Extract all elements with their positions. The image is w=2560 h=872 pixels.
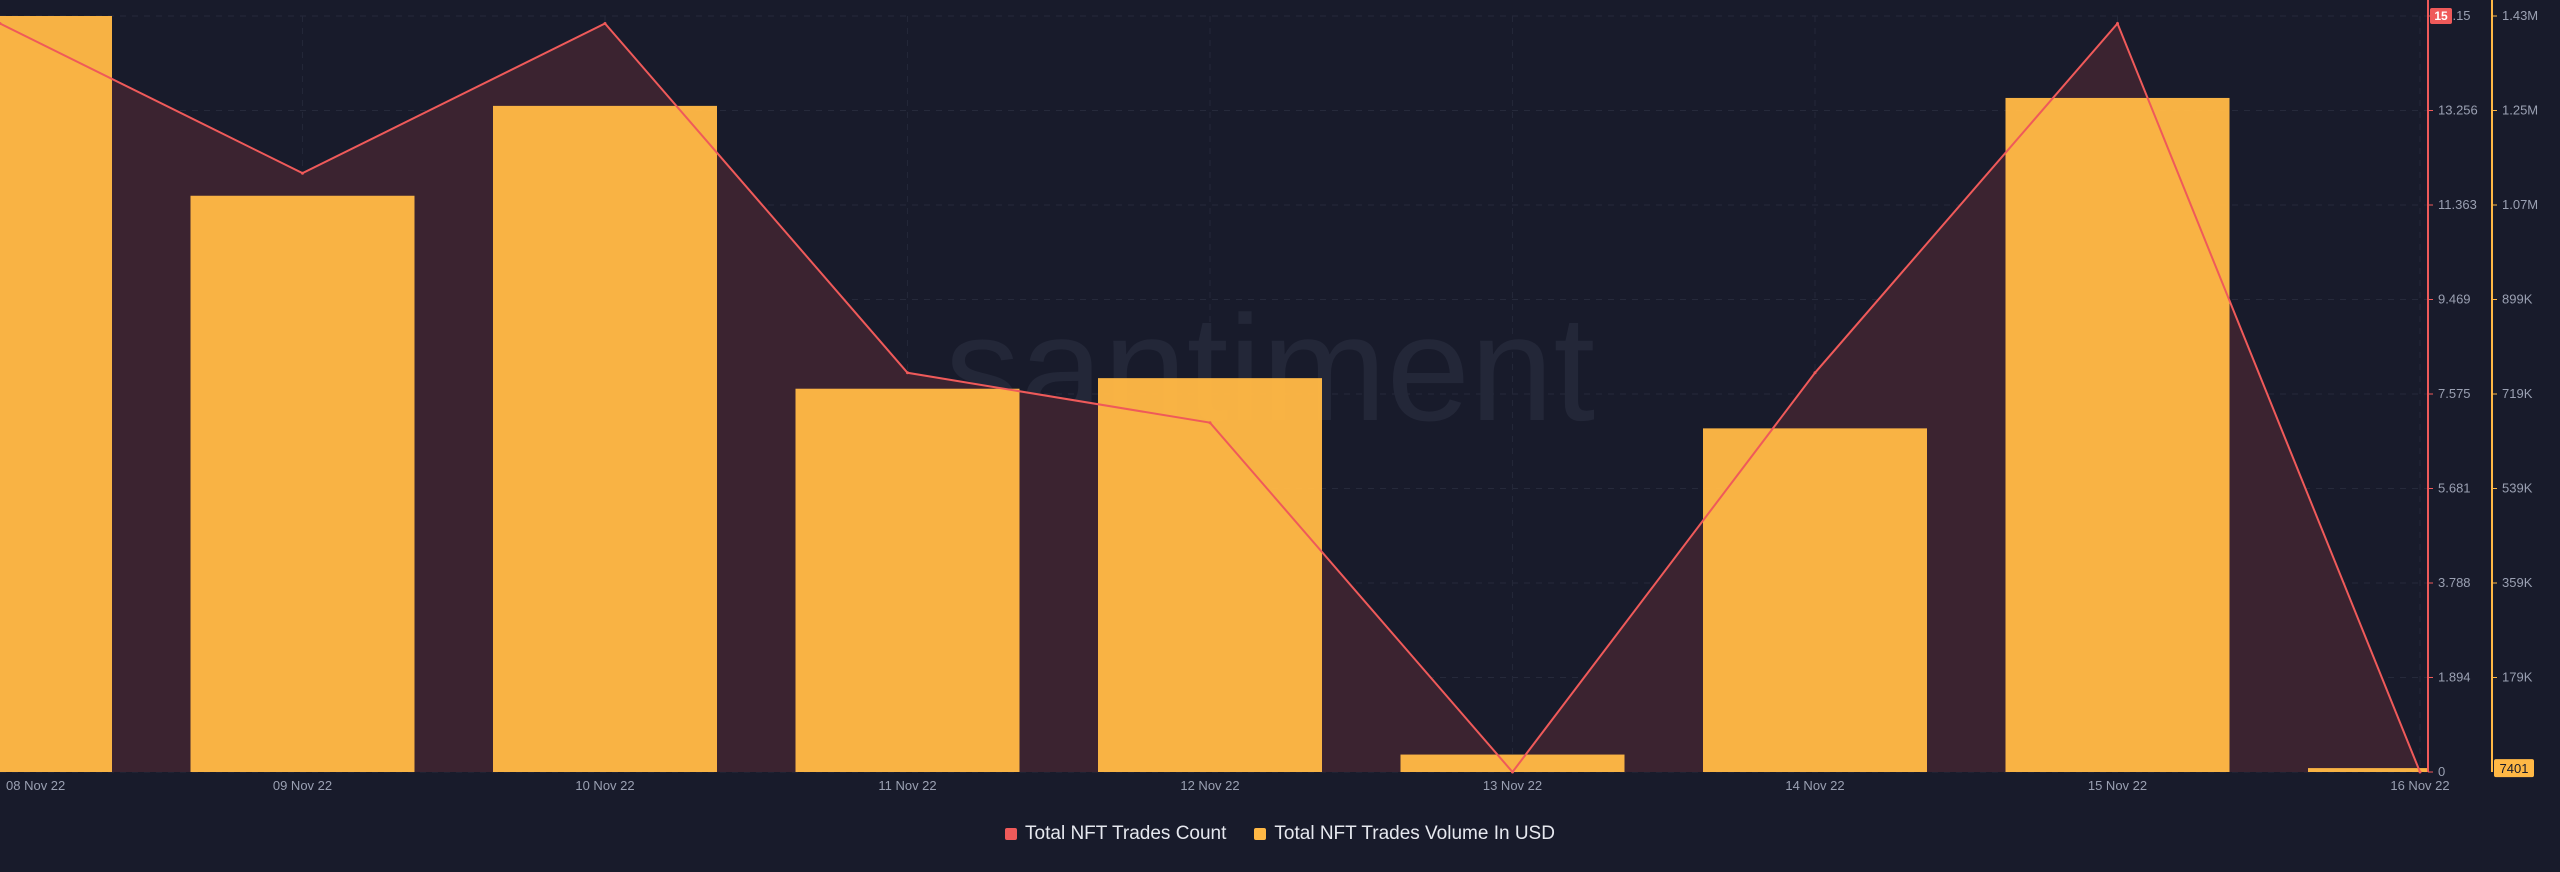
volume-bar bbox=[2005, 97, 2230, 773]
x-tick-label: 11 Nov 22 bbox=[878, 778, 936, 793]
count-axis-label: 0 bbox=[2438, 764, 2445, 779]
x-tick-label: 09 Nov 22 bbox=[273, 778, 332, 793]
count-axis-label: 5.681 bbox=[2438, 481, 2471, 496]
volume-value-badge bbox=[2494, 759, 2534, 778]
legend-label-count: Total NFT Trades Count bbox=[1025, 823, 1227, 844]
legend-item-volume[interactable]: Total NFT Trades Volume In USD bbox=[1254, 823, 1555, 845]
count-point bbox=[2418, 770, 2422, 774]
volume-axis-label: 1.07M bbox=[2502, 197, 2538, 212]
x-tick-label: 10 Nov 22 bbox=[575, 778, 634, 793]
legend: Total NFT Trades Count Total NFT Trades … bbox=[0, 818, 2560, 850]
volume-axis-label: 359K bbox=[2502, 575, 2533, 590]
count-point bbox=[603, 21, 607, 25]
count-axis-label: 1.894 bbox=[2438, 670, 2471, 685]
y-axes: 0 1.894 3.788 5.681 7.575 9.469 11.363 13.256 15… bbox=[2427, 0, 2538, 779]
volume-value-badge-text: 7401 bbox=[2500, 761, 2529, 776]
count-axis-label: 13.256 bbox=[2438, 103, 2478, 118]
x-axis-ticks: 08 Nov 22 09 Nov 22 10 Nov 22 11 Nov 22 12 N… bbox=[6, 778, 2450, 793]
count-value-badge-text: 15 bbox=[2434, 9, 2448, 23]
x-tick-label: 16 Nov 22 bbox=[2390, 778, 2449, 793]
volume-bar bbox=[1098, 378, 1322, 772]
volume-axis-label: 899K bbox=[2502, 292, 2533, 307]
legend-label-volume: Total NFT Trades Volume In USD bbox=[1274, 823, 1555, 844]
volume-bar bbox=[2308, 768, 2428, 772]
volume-bar bbox=[0, 16, 112, 772]
volume-bars bbox=[0, 16, 2428, 773]
count-point bbox=[906, 371, 909, 375]
x-tick-label: 14 Nov 22 bbox=[1785, 778, 1844, 793]
count-point bbox=[1813, 371, 1817, 375]
volume-axis-label: 179K bbox=[2502, 670, 2533, 685]
count-line bbox=[0, 21, 2422, 774]
count-axis-label: 3.788 bbox=[2438, 575, 2471, 590]
volume-axis-label: 1.25M bbox=[2502, 103, 2538, 118]
volume-bar bbox=[190, 195, 415, 773]
legend-item-count[interactable]: Total NFT Trades Count bbox=[1005, 823, 1226, 845]
count-point bbox=[301, 171, 304, 175]
count-point bbox=[1208, 421, 1212, 425]
x-tick-label: 08 Nov 22 bbox=[6, 778, 65, 793]
volume-bar bbox=[493, 105, 717, 772]
count-axis-label: 7.575 bbox=[2438, 386, 2471, 401]
volume-axis-label: 719K bbox=[2502, 386, 2533, 401]
volume-bar bbox=[795, 388, 1020, 772]
count-point bbox=[0, 21, 2, 25]
x-tick-label: 15 Nov 22 bbox=[2088, 778, 2147, 793]
count-axis-label: 9.469 bbox=[2438, 292, 2471, 307]
volume-bar bbox=[1400, 754, 1625, 772]
count-axis-label: 11.363 bbox=[2438, 197, 2477, 212]
count-point bbox=[2116, 21, 2119, 25]
legend-swatch-volume bbox=[1254, 828, 1267, 840]
volume-bar bbox=[1703, 428, 1927, 772]
count-point bbox=[1511, 770, 1514, 774]
volume-axis-label: 1.43M bbox=[2502, 8, 2538, 23]
x-tick-label: 13 Nov 22 bbox=[1483, 778, 1542, 793]
legend-swatch-count bbox=[1005, 828, 1018, 840]
count-value-badge bbox=[2430, 8, 2452, 24]
x-tick-label: 12 Nov 22 bbox=[1180, 778, 1239, 793]
volume-axis-label: 539K bbox=[2502, 481, 2533, 496]
